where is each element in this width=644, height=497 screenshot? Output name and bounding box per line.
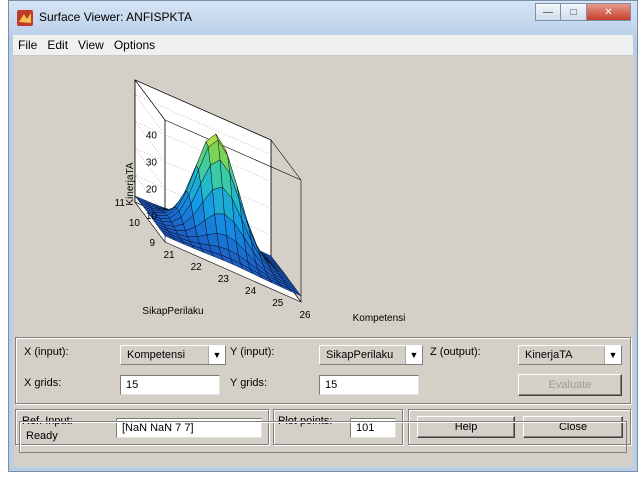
client-area: 40 30 20 10 11 10 9 21 22 23 24 25 26 KinerjaTA SikapP… <box>13 56 635 467</box>
z-tick-label: 40 <box>146 131 158 142</box>
x-input-label: X (input): <box>24 346 69 358</box>
menu-options[interactable]: Options <box>113 38 156 52</box>
matlab-app-icon <box>17 10 33 26</box>
x-axis-label: Kompetensi <box>353 313 406 324</box>
minimize-button[interactable]: — <box>535 3 561 21</box>
z-axis-label: KinerjaTA <box>125 162 136 205</box>
y-tick-label: 10 <box>129 218 141 229</box>
x-tick-label: 22 <box>191 262 203 273</box>
box-edge <box>134 79 272 141</box>
status-text: Ready <box>26 430 58 442</box>
x-grids-input[interactable]: 15 <box>120 375 220 395</box>
chevron-down-icon: ▼ <box>604 346 621 364</box>
ref-input-panel: Ref. Input: [NaN NaN 7 7] <box>15 409 269 445</box>
plot-points-input[interactable]: 101 <box>350 418 396 438</box>
z-tick-label: 20 <box>146 184 158 195</box>
status-bar: Ready <box>19 421 627 453</box>
box-edge <box>164 119 302 181</box>
ref-input-field[interactable]: [NaN NaN 7 7] <box>116 418 262 438</box>
close-window-button[interactable]: ✕ <box>587 3 631 21</box>
box-edge <box>270 139 302 181</box>
z-tick-label: 30 <box>146 157 158 168</box>
z-output-select[interactable]: KinerjaTA ▼ <box>518 345 622 365</box>
surface-viewer-window: Surface Viewer: ANFISPKTA — □ ✕ File Edi… <box>8 0 638 472</box>
x-tick-label: 26 <box>299 310 311 321</box>
menu-view[interactable]: View <box>78 38 104 52</box>
surface-plot-svg: 4030201011109212223242526KinerjaTASikapP… <box>115 79 406 324</box>
menu-bar: File Edit View Options <box>13 35 633 56</box>
y-tick-label: 11 <box>115 198 126 209</box>
evaluate-button[interactable]: Evaluate <box>518 374 622 396</box>
y-grids-label: Y grids: <box>230 377 268 389</box>
y-axis-label: SikapPerilaku <box>142 306 203 317</box>
y-input-select[interactable]: SikapPerilaku ▼ <box>319 345 423 365</box>
box-edge <box>134 79 166 121</box>
x-tick-label: 23 <box>218 274 230 285</box>
surface-plot[interactable]: 40 30 20 10 11 10 9 21 22 23 24 25 26 KinerjaTA SikapP… <box>13 56 635 332</box>
title-bar[interactable]: Surface Viewer: ANFISPKTA — □ ✕ <box>9 1 637 35</box>
surface-patch <box>288 288 302 297</box>
x-grids-label: X grids: <box>24 377 62 389</box>
chevron-down-icon: ▼ <box>405 346 422 364</box>
z-output-label: Z (output): <box>430 346 481 358</box>
menu-file[interactable]: File <box>18 38 38 52</box>
x-tick-label: 21 <box>163 250 175 261</box>
x-tick-label: 24 <box>245 286 257 297</box>
z-tick-label: 10 <box>146 211 158 222</box>
chevron-down-icon: ▼ <box>208 346 225 364</box>
z-output-value: KinerjaTA <box>525 349 573 361</box>
x-input-value: Kompetensi <box>127 349 186 361</box>
menu-edit[interactable]: Edit <box>47 38 69 52</box>
io-selection-panel: X (input): Kompetensi ▼ Y (input): Sikap… <box>15 337 631 404</box>
window-title: Surface Viewer: ANFISPKTA <box>39 10 192 24</box>
x-input-select[interactable]: Kompetensi ▼ <box>120 345 226 365</box>
x-tick-label: 25 <box>272 298 284 309</box>
y-grids-input[interactable]: 15 <box>319 375 419 395</box>
y-input-label: Y (input): <box>230 346 275 358</box>
y-input-value: SikapPerilaku <box>326 349 394 361</box>
maximize-button[interactable]: □ <box>561 3 587 21</box>
y-tick-label: 9 <box>149 238 155 249</box>
